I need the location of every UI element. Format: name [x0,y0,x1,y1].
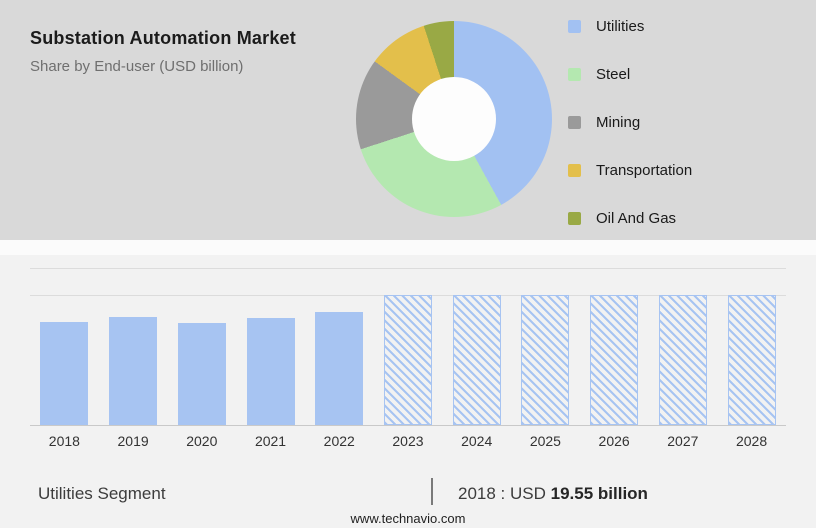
divider-band [0,240,816,255]
x-axis-label-2025: 2025 [529,433,561,449]
legend-color-swatch [568,212,581,225]
legend-color-swatch [568,20,581,33]
x-axis-label-2024: 2024 [461,433,493,449]
legend-item-mining: Mining [568,114,692,131]
legend-item-utilities: Utilities [568,18,692,35]
x-axis-label-2023: 2023 [392,433,424,449]
bar-forecast-2027 [658,295,707,425]
bar-forecast-2028 [727,295,776,425]
bar-2019 [109,317,158,425]
title-block: Substation Automation Market Share by En… [30,28,340,75]
value-bold: 19.55 billion [550,484,648,503]
bar-2020 [177,323,226,425]
legend-label: Transportation [596,162,693,179]
x-axis-label-2020: 2020 [186,433,218,449]
bar-2018 [40,322,89,425]
legend-color-swatch [568,68,581,81]
value-prefix: 2018 : USD [458,484,546,503]
gridline [30,268,786,269]
bar-forecast-2024 [452,295,501,425]
donut-chart [356,21,552,217]
legend-item-steel: Steel [568,66,692,83]
top-section: Substation Automation Market Share by En… [0,0,816,240]
page-title: Substation Automation Market [30,28,296,48]
legend-label: Mining [596,114,641,131]
x-axis-label-2028: 2028 [735,433,768,449]
footer: www.technavio.com [0,510,816,528]
legend-label: Steel [596,66,631,83]
bar-chart [30,295,786,425]
x-axis-label-2022: 2022 [323,433,355,449]
legend-label: Oil And Gas [596,210,677,227]
donut-hole [412,77,496,161]
x-axis-label-2018: 2018 [48,433,80,449]
website-text: www.technavio.com [350,511,466,526]
legend-item-oil-and-gas: Oil And Gas [568,210,692,227]
x-axis-label-2026: 2026 [598,433,630,449]
chart-legend: Utilities Steel Mining Transportation Oil An… [568,18,692,227]
bottom-section: 2018 2019 2020 2021 2022 2023 2024 2025 2026 2027… [0,240,816,528]
x-axis-labels: 2018 2019 2020 2021 2022 2023 2024 2025 2026 2027… [30,433,786,449]
bar-2021 [246,318,295,425]
page-subtitle: Share by End-user (USD billion) [30,58,244,75]
x-axis-label-2021: 2021 [254,433,287,449]
legend-label: Utilities [596,18,645,35]
bar-forecast-2023 [383,295,432,425]
caption-divider [431,478,433,505]
bar-forecast-2026 [590,295,639,425]
legend-item-transportation: Transportation [568,162,692,179]
legend-color-swatch [568,164,581,177]
caption-value: 2018 : USD 19.55 billion [458,484,648,504]
bar-2022 [315,312,364,425]
legend-color-swatch [568,116,581,129]
segment-label: Utilities Segment [38,484,166,503]
bar-forecast-2025 [521,295,570,425]
x-axis-label-2027: 2027 [667,433,699,449]
x-axis-line [30,425,786,426]
x-axis-label-2019: 2019 [117,433,149,449]
